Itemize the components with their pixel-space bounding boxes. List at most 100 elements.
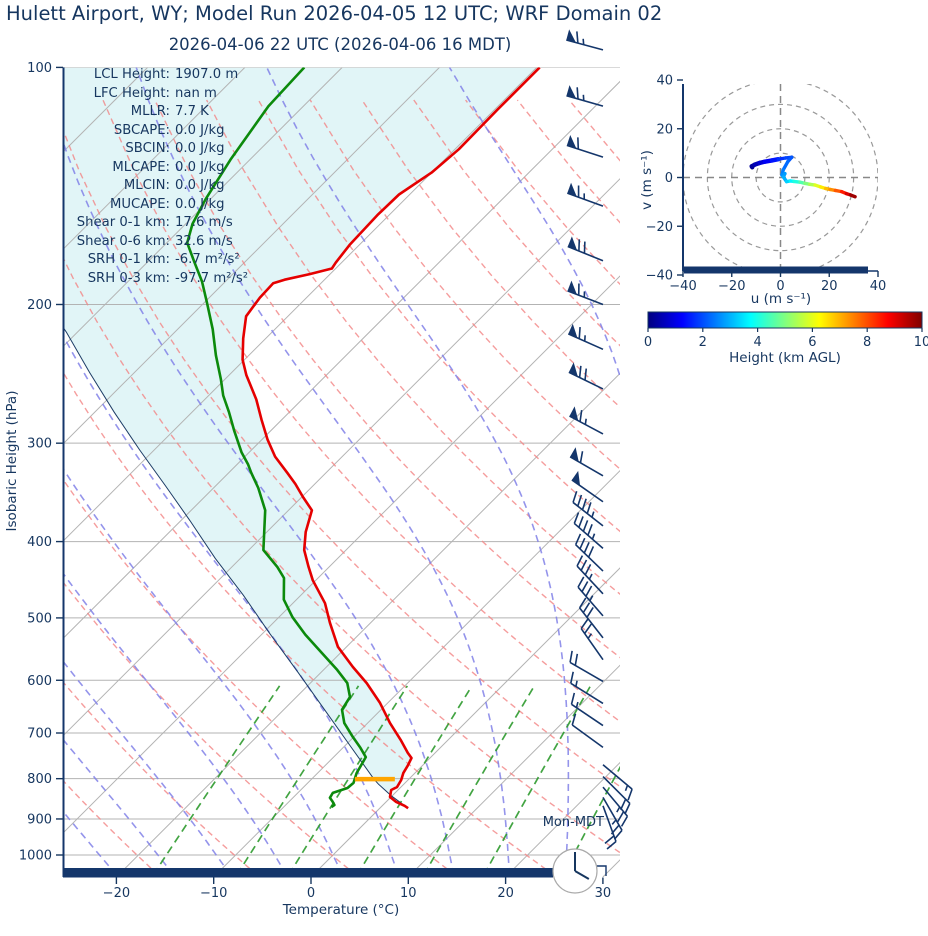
moist-adiabat-line	[448, 67, 620, 379]
barb-staff	[569, 415, 604, 435]
page-title: Hulett Airport, WY; Model Run 2026-04-05…	[6, 2, 663, 25]
dry-adiabat-line	[63, 478, 456, 876]
barb-staff	[571, 703, 604, 727]
barb-full-tick	[585, 585, 593, 597]
barb-staff	[566, 39, 604, 51]
barb-half-tick	[591, 511, 595, 518]
wind-barb-icon	[572, 491, 604, 527]
dry-adiabat-line	[621, 100, 928, 875]
index-value: 0.0 J/kg	[175, 122, 225, 138]
index-label: SRH 0-1 km:	[87, 252, 170, 268]
barb-full-tick	[617, 811, 625, 823]
hodo-x-tick-label: 20	[821, 279, 838, 294]
hodo-bottom-bar	[684, 266, 868, 274]
colorbar-tick-label: 2	[699, 335, 707, 350]
skewt-surface-bar	[63, 868, 553, 878]
isotherm-line	[407, 664, 620, 877]
barb-staff	[602, 805, 617, 842]
pressure-tick-label: 900	[27, 812, 52, 827]
colorbar-label: Height (km AGL)	[729, 350, 841, 366]
dry-adiabat-line	[102, 99, 620, 723]
barb-full-tick	[579, 410, 583, 422]
barb-pennant	[567, 236, 578, 251]
wind-barb-icon	[567, 323, 604, 351]
barb-staff	[569, 661, 604, 683]
index-line: Shear 0-1 km: 17.6 m/s	[63, 214, 248, 233]
barb-full-tick	[584, 368, 588, 381]
wind-barb-icon	[569, 447, 604, 477]
wind-barb-icon	[569, 671, 604, 705]
barb-half-tick	[616, 806, 621, 813]
barb-full-tick	[586, 607, 594, 618]
index-value: 0.0 J/kg	[175, 159, 225, 175]
pressure-tick-label: 400	[27, 535, 52, 550]
barb-pennant	[568, 323, 578, 338]
wind-barb-icon	[580, 618, 604, 661]
wind-barb-icon	[602, 805, 617, 850]
isotherm-line	[63, 67, 440, 445]
pressure-tick-label: 100	[27, 61, 52, 76]
wind-barb-icon	[566, 134, 604, 158]
wind-barb-icon	[567, 280, 604, 306]
barb-full-tick	[569, 671, 574, 684]
barb-full-tick	[578, 597, 587, 609]
wind-barb-icon	[574, 533, 604, 572]
barb-full-tick	[579, 451, 584, 463]
pressure-tick-label: 300	[27, 437, 52, 452]
wind-barb-icon	[602, 764, 633, 801]
barb-staff	[566, 94, 604, 107]
index-value: 1907.0 m	[175, 67, 239, 82]
barb-full-tick	[571, 713, 577, 726]
barb-full-tick	[573, 512, 580, 524]
pressure-tick-label: 800	[27, 772, 52, 787]
index-line: LFC Height: nan m	[63, 85, 248, 104]
pressure-tick-label: 500	[27, 611, 52, 626]
dry-adiabat-line	[205, 99, 620, 595]
temperature-tick-label: −20	[103, 886, 130, 901]
barb-full-tick	[577, 494, 583, 507]
hodograph-u-axis-label: u (m s⁻¹)	[750, 291, 812, 307]
barb-full-tick	[580, 559, 588, 571]
clock-hour-hand	[574, 870, 590, 880]
mixing-ratio-line	[152, 685, 281, 876]
moist-adiabat-line	[680, 67, 760, 875]
clock-icon	[552, 848, 598, 894]
barb-full-tick	[604, 835, 615, 844]
barb-half-tick	[575, 701, 579, 708]
index-label: MLCIN:	[123, 178, 170, 194]
barb-full-tick	[584, 564, 592, 576]
hodograph-trace-segment	[849, 193, 857, 199]
index-value: 17.6 m/s	[175, 215, 233, 231]
hodo-x-tick-label: 40	[870, 279, 887, 294]
pressure-tick-label: 700	[27, 726, 52, 741]
index-line: Shear 0-6 km: 32.6 m/s	[63, 233, 248, 252]
barb-full-tick	[582, 602, 591, 614]
dry-adiabat-line	[309, 99, 620, 470]
hodo-x-tick-label: 0	[776, 279, 784, 294]
wind-barb-icon	[571, 470, 604, 503]
barb-pennant	[567, 182, 577, 197]
wind-barb-icon	[573, 512, 604, 549]
barb-full-tick	[577, 576, 585, 588]
isotherm-line	[63, 80, 620, 640]
barb-half-tick	[591, 533, 596, 540]
index-label: MLLR:	[130, 104, 170, 120]
moist-adiabat-line	[135, 67, 511, 875]
barb-full-tick	[606, 840, 617, 850]
dry-adiabat-line	[63, 370, 555, 876]
hodo-y-tick-label: 0	[665, 171, 673, 186]
barb-staff	[602, 796, 623, 831]
barb-pennant	[569, 406, 579, 421]
barb-full-tick	[581, 498, 587, 511]
index-label: SBCIN:	[125, 141, 170, 157]
barb-staff	[573, 522, 604, 549]
barb-full-tick	[572, 491, 578, 503]
index-label: Shear 0-6 km:	[76, 233, 170, 249]
moist-adiabat-line	[63, 571, 288, 876]
dry-adiabat-line	[154, 99, 620, 659]
mixing-ratio-line	[562, 765, 620, 876]
barb-staff	[578, 607, 604, 639]
temperature-tick-label: −10	[200, 886, 227, 901]
barb-half-tick	[624, 785, 629, 792]
